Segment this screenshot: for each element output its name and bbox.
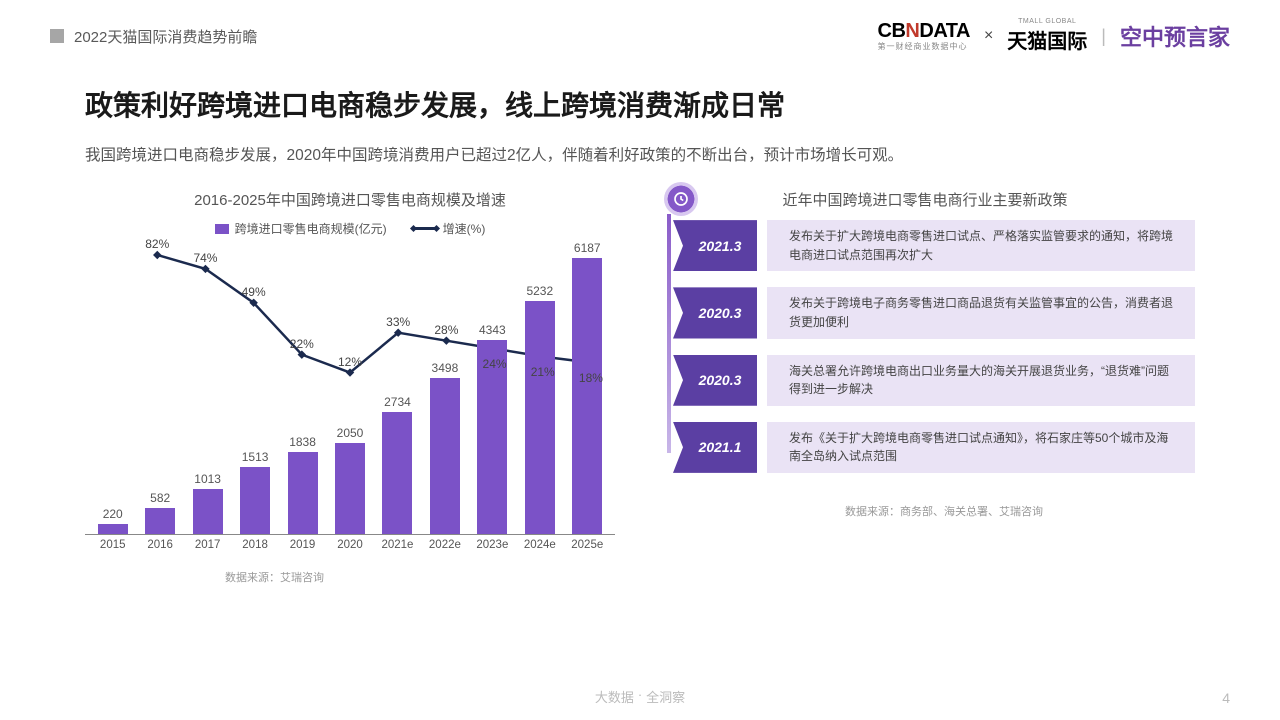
growth-label: 82% (145, 237, 169, 251)
cbn-logo: CBNDATA 第一财经商业数据中心 (878, 20, 970, 52)
bar-value: 1513 (242, 450, 269, 464)
bar-value: 2050 (337, 426, 364, 440)
growth-label: 28% (434, 323, 458, 337)
growth-label: 18% (579, 371, 603, 385)
panel-row: 2016-2025年中国跨境进口零售电商规模及增速 跨境进口零售电商规模(亿元)… (85, 189, 1195, 585)
bar-group: 1013 (184, 472, 231, 534)
chart-title: 2016-2025年中国跨境进口零售电商规模及增速 (85, 189, 615, 210)
policy-text: 发布《关于扩大跨境电商零售进口试点通知》，将石家庄等50个城市及海南全岛纳入试点… (767, 422, 1195, 473)
policy-row: 2020.3发布关于跨境电子商务零售进口商品退货有关监管事宜的公告，消费者退货更… (687, 287, 1195, 338)
combo-chart: 2205821013151318382050273434984343523261… (85, 245, 615, 535)
bar (240, 467, 270, 535)
tmall-logo: TMALL GLOBAL 天猫国际 (1007, 18, 1087, 54)
page-subtitle: 我国跨境进口电商稳步发展，2020年中国跨境消费用户已超过2亿人，伴随着利好政策… (85, 142, 1195, 169)
bar-group: 1513 (231, 450, 278, 535)
policy-text: 发布关于跨境电子商务零售进口商品退货有关监管事宜的公告，消费者退货更加便利 (767, 287, 1195, 338)
separator: | (1101, 26, 1106, 47)
policy-text: 发布关于扩大跨境电商零售进口试点、严格落实监管要求的通知，将跨境电商进口试点范围… (767, 220, 1195, 271)
bar-group: 582 (136, 491, 183, 534)
bar (145, 508, 175, 534)
policy-timeline: 2021.3发布关于扩大跨境电商零售进口试点、严格落实监管要求的通知，将跨境电商… (655, 220, 1195, 473)
legend-bar: 跨境进口零售电商规模(亿元) (215, 220, 387, 237)
bar-group: 5232 (516, 284, 563, 534)
title-marker (50, 29, 64, 43)
logo-group: CBNDATA 第一财经商业数据中心 × TMALL GLOBAL 天猫国际 |… (878, 18, 1230, 54)
policy-date: 2020.3 (673, 355, 757, 406)
bar-group: 2734 (374, 395, 421, 534)
growth-label: 49% (242, 285, 266, 299)
bar-group: 4343 (469, 323, 516, 534)
policy-date: 2021.3 (673, 220, 757, 271)
growth-label: 21% (531, 365, 555, 379)
chart-column: 2016-2025年中国跨境进口零售电商规模及增速 跨境进口零售电商规模(亿元)… (85, 189, 615, 585)
timeline-bar (667, 214, 671, 453)
page-number: 4 (1222, 690, 1230, 706)
bar-group: 6187 (564, 241, 611, 534)
bar-value: 1013 (194, 472, 221, 486)
legend-line: 增速(%) (413, 220, 486, 237)
growth-label: 24% (483, 357, 507, 371)
bar-value: 2734 (384, 395, 411, 409)
policy-row: 2021.3发布关于扩大跨境电商零售进口试点、严格落实监管要求的通知，将跨境电商… (687, 220, 1195, 271)
doc-title: 2022天猫国际消费趋势前瞻 (74, 26, 257, 47)
policy-row: 2021.1发布《关于扩大跨境电商零售进口试点通知》，将石家庄等50个城市及海南… (687, 422, 1195, 473)
bar-value: 1838 (289, 435, 316, 449)
x-axis-labels: 2015201620172018201920202021e2022e2023e2… (85, 535, 615, 551)
bar (335, 443, 365, 534)
bar-value: 3498 (432, 361, 459, 375)
bar-group: 3498 (421, 361, 468, 534)
bar-value: 220 (103, 507, 123, 521)
bar (382, 412, 412, 534)
bar-value: 582 (150, 491, 170, 505)
growth-label: 12% (338, 355, 362, 369)
prophet-label: 空中预言家 (1120, 20, 1230, 52)
bar (193, 489, 223, 534)
chart-legend: 跨境进口零售电商规模(亿元) 增速(%) (85, 220, 615, 237)
bar-group: 220 (89, 507, 136, 534)
times-icon: × (984, 27, 993, 45)
policy-date: 2020.3 (673, 287, 757, 338)
bar (525, 301, 555, 534)
policy-row: 2020.3海关总署允许跨境电商出口业务量大的海关开展退货业务，“退货难”问题得… (687, 355, 1195, 406)
policy-column: 近年中国跨境进口零售电商行业主要新政策 2021.3发布关于扩大跨境电商零售进口… (655, 189, 1195, 585)
bar (288, 452, 318, 534)
content: 政策利好跨境进口电商稳步发展，线上跨境消费渐成日常 我国跨境进口电商稳步发展，2… (0, 54, 1280, 585)
bar-value: 5232 (526, 284, 553, 298)
bar-value: 4343 (479, 323, 506, 337)
bar (430, 378, 460, 534)
policy-date: 2021.1 (673, 422, 757, 473)
bar-value: 6187 (574, 241, 601, 255)
doc-title-group: 2022天猫国际消费趋势前瞻 (50, 26, 257, 47)
growth-label: 22% (290, 337, 314, 351)
policy-text: 海关总署允许跨境电商出口业务量大的海关开展退货业务，“退货难”问题得到进一步解决 (767, 355, 1195, 406)
growth-label: 33% (386, 315, 410, 329)
page-title: 政策利好跨境进口电商稳步发展，线上跨境消费渐成日常 (85, 84, 1195, 124)
bar-group: 2050 (326, 426, 373, 534)
policy-source: 数据来源：商务部、海关总署、艾瑞咨询 (655, 503, 1195, 519)
policy-title: 近年中国跨境进口零售电商行业主要新政策 (655, 189, 1195, 210)
bar (572, 258, 602, 534)
growth-label: 74% (193, 251, 217, 265)
header: 2022天猫国际消费趋势前瞻 CBNDATA 第一财经商业数据中心 × TMAL… (0, 0, 1280, 54)
footer-caption: 大数据·全洞察 (0, 687, 1280, 706)
chart-source: 数据来源：艾瑞咨询 (85, 569, 615, 585)
bar-group: 1838 (279, 435, 326, 534)
bar (98, 524, 128, 534)
clock-icon (664, 182, 698, 216)
